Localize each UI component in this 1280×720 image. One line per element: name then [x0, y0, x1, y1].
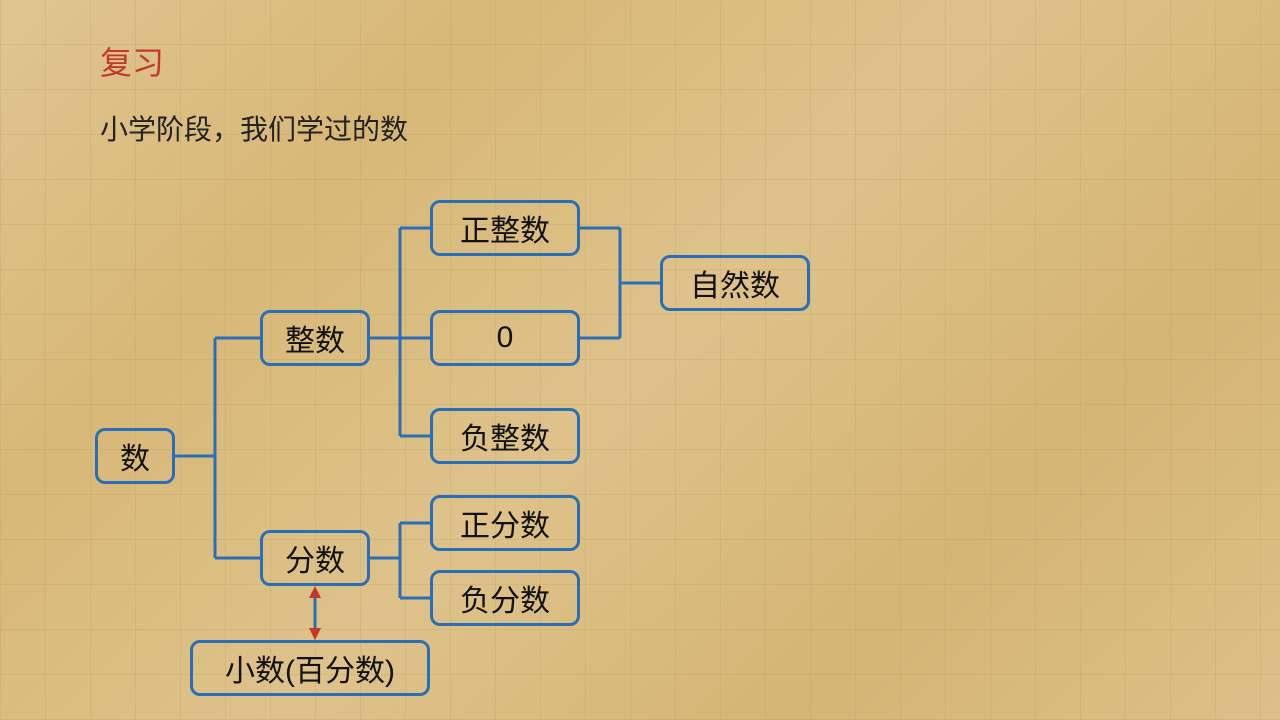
page-title: 复习 — [100, 38, 164, 84]
node-pos-int: 正整数 — [430, 200, 580, 256]
node-integer: 整数 — [260, 310, 370, 366]
page-subtitle: 小学阶段，我们学过的数 — [100, 108, 408, 148]
node-pos-frac: 正分数 — [430, 495, 580, 551]
node-natural: 自然数 — [660, 255, 810, 311]
node-zero: 0 — [430, 310, 580, 366]
node-neg-frac: 负分数 — [430, 570, 580, 626]
node-fraction: 分数 — [260, 530, 370, 586]
node-root: 数 — [95, 428, 175, 484]
node-neg-int: 负整数 — [430, 408, 580, 464]
node-decimal: 小数(百分数) — [190, 640, 430, 696]
